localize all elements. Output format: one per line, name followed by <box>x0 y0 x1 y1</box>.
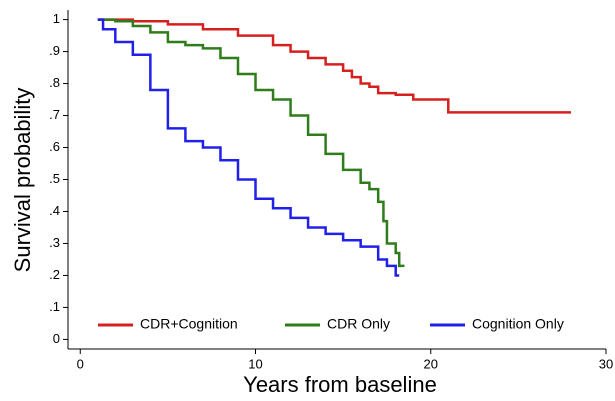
survival-line <box>97 18 571 114</box>
y-tick-label: .2 <box>49 267 60 282</box>
legend-label: Cognition Only <box>472 316 564 332</box>
x-tick-label: 20 <box>424 356 438 371</box>
y-tick-label: .8 <box>49 75 60 90</box>
survival-line <box>97 18 400 277</box>
y-tick-label: 1 <box>53 11 60 26</box>
y-tick-label: .6 <box>49 139 60 154</box>
x-tick-label: 30 <box>599 356 613 371</box>
legend-label: CDR+Cognition <box>140 316 238 332</box>
y-tick-label: .7 <box>49 107 60 122</box>
y-tick-label: .4 <box>49 203 60 218</box>
y-tick-label: .1 <box>49 299 60 314</box>
y-axis-title: Survival probability <box>10 88 35 273</box>
y-tick-label: 0 <box>53 331 60 346</box>
y-tick-label: .9 <box>49 43 60 58</box>
survival-line <box>97 18 405 268</box>
y-tick-label: .5 <box>49 171 60 186</box>
x-axis-title: Years from baseline <box>243 372 437 397</box>
x-tick-label: 0 <box>77 356 84 371</box>
x-tick-label: 10 <box>248 356 262 371</box>
y-tick-label: .3 <box>49 235 60 250</box>
legend-label: CDR Only <box>327 316 390 332</box>
